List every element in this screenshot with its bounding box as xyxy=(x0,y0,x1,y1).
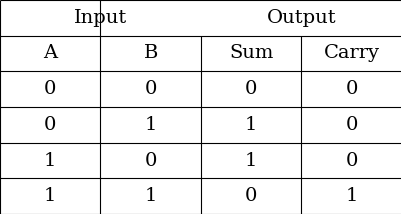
Text: Carry: Carry xyxy=(323,45,379,62)
Text: 1: 1 xyxy=(44,152,56,169)
Text: 0: 0 xyxy=(245,80,257,98)
Text: Input: Input xyxy=(74,9,127,27)
Text: 0: 0 xyxy=(345,152,357,169)
Text: 1: 1 xyxy=(245,116,257,134)
Text: 0: 0 xyxy=(144,152,156,169)
Text: 0: 0 xyxy=(44,80,56,98)
Text: Sum: Sum xyxy=(229,45,273,62)
Text: 1: 1 xyxy=(144,116,156,134)
Text: 0: 0 xyxy=(144,80,156,98)
Text: 1: 1 xyxy=(345,187,357,205)
Text: 0: 0 xyxy=(44,116,56,134)
Text: B: B xyxy=(143,45,158,62)
Text: 0: 0 xyxy=(345,116,357,134)
Text: 0: 0 xyxy=(345,80,357,98)
Text: Output: Output xyxy=(266,9,336,27)
Text: 1: 1 xyxy=(144,187,156,205)
Text: 0: 0 xyxy=(245,187,257,205)
Text: A: A xyxy=(43,45,57,62)
Text: 1: 1 xyxy=(245,152,257,169)
Text: 1: 1 xyxy=(44,187,56,205)
